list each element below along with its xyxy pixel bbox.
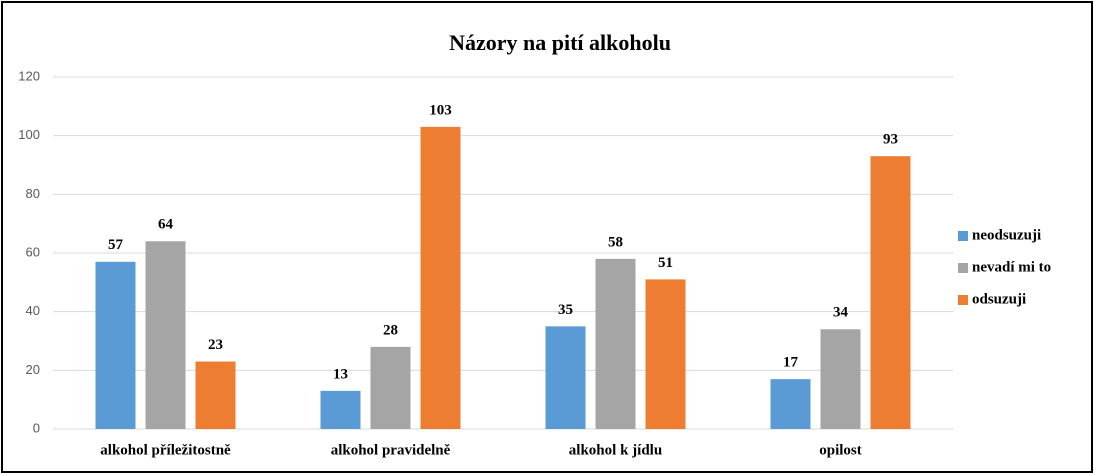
x-tick-label: alkohol k jídlu <box>569 442 662 458</box>
bar <box>545 326 586 429</box>
legend-label: neodsuzuji <box>972 227 1041 243</box>
bar <box>820 329 861 429</box>
legend-swatch <box>958 295 968 305</box>
data-label: 58 <box>608 234 623 250</box>
data-label: 13 <box>333 366 348 382</box>
data-label: 93 <box>883 132 898 148</box>
y-tick-label: 40 <box>26 303 40 318</box>
bar <box>420 126 461 429</box>
bar <box>770 379 811 429</box>
x-tick-label: opilost <box>819 442 862 458</box>
y-tick-label: 80 <box>26 186 40 201</box>
bar <box>370 346 411 429</box>
data-label: 35 <box>558 302 573 318</box>
legend-label: nevadí mi to <box>972 259 1051 275</box>
data-label: 64 <box>158 217 174 233</box>
y-tick-label: 100 <box>18 127 40 142</box>
x-tick-label: alkohol příležitostně <box>100 442 231 458</box>
chart-title: Názory na pití alkoholu <box>449 30 671 55</box>
x-tick-label: alkohol pravidelně <box>331 442 451 458</box>
bar <box>195 361 236 429</box>
bar <box>645 279 686 429</box>
legend-swatch <box>958 231 968 241</box>
bar <box>95 261 136 429</box>
bar <box>870 156 911 429</box>
data-label: 28 <box>383 322 398 338</box>
data-label: 103 <box>429 102 452 118</box>
bar <box>595 258 636 429</box>
bar <box>320 390 361 429</box>
data-label: 57 <box>108 237 124 253</box>
bar <box>145 241 186 429</box>
y-tick-label: 60 <box>26 244 40 259</box>
data-label: 51 <box>658 255 673 271</box>
data-label: 17 <box>783 355 799 371</box>
legend-label: odsuzuji <box>972 291 1026 307</box>
y-tick-label: 120 <box>18 68 40 83</box>
y-tick-label: 0 <box>33 420 40 435</box>
y-tick-label: 20 <box>26 362 40 377</box>
data-label: 23 <box>208 337 223 353</box>
data-label: 34 <box>833 305 849 321</box>
legend-swatch <box>958 263 968 273</box>
